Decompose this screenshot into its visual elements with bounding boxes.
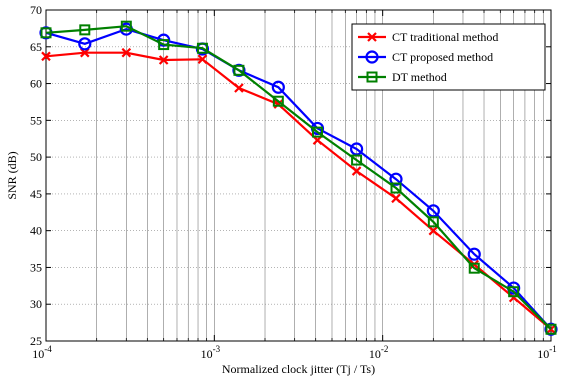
data-point xyxy=(158,55,169,65)
y-tick-label: 35 xyxy=(30,260,42,274)
y-tick-label: 55 xyxy=(30,113,42,127)
x-axis-label: Normalized clock jitter (Tj / Ts) xyxy=(222,362,375,376)
y-tick-label: 40 xyxy=(30,224,42,238)
data-point xyxy=(427,216,439,228)
data-point xyxy=(120,20,132,32)
series-layer xyxy=(39,20,558,336)
data-point xyxy=(311,126,323,138)
marker-stroke xyxy=(351,166,362,176)
y-tick-label: 65 xyxy=(30,40,42,54)
data-point xyxy=(351,154,363,166)
y-tick-label: 30 xyxy=(30,297,42,311)
y-axis-label: SNR (dB) xyxy=(5,151,19,199)
data-point xyxy=(426,204,440,218)
legend-label: CT proposed method xyxy=(392,50,493,64)
data-point xyxy=(349,142,364,156)
marker-stroke xyxy=(546,324,556,335)
legend-item: CT proposed method xyxy=(358,50,493,64)
y-tick-label: 60 xyxy=(30,77,42,91)
marker-stroke xyxy=(367,32,377,42)
data-point xyxy=(391,193,401,204)
data-point xyxy=(389,172,403,186)
legend-item: DT method xyxy=(358,70,447,84)
data-point xyxy=(233,64,245,76)
data-point xyxy=(79,24,91,36)
x-tick-label: 10-3 xyxy=(201,344,221,361)
marker-stroke xyxy=(158,55,169,65)
tick-layer: 25 30 35 40 45 50 55 60 65 70 10-4 10-3 10-2 10-1 xyxy=(30,3,557,361)
marker-stroke xyxy=(80,47,90,58)
x-tick-label: 10-1 xyxy=(537,344,557,361)
y-tick-label: 70 xyxy=(30,3,42,17)
x-tick-label: 10-2 xyxy=(369,344,389,361)
marker-stroke xyxy=(428,225,439,236)
data-point xyxy=(158,39,170,51)
legend-box xyxy=(351,23,546,91)
data-point xyxy=(234,83,244,93)
marker-stroke xyxy=(121,47,132,58)
y-tick-label: 45 xyxy=(30,187,42,201)
legend: CT traditional method CT proposed method D… xyxy=(351,23,546,91)
data-point xyxy=(80,47,90,58)
data-point xyxy=(78,37,92,51)
data-point xyxy=(508,286,520,298)
data-point xyxy=(271,80,285,94)
legend-marker xyxy=(366,71,378,83)
marker-stroke xyxy=(41,51,51,62)
marker-stroke xyxy=(234,83,244,93)
legend-label: CT traditional method xyxy=(392,30,498,44)
data-point xyxy=(351,166,362,176)
data-point xyxy=(545,323,557,335)
legend-marker xyxy=(365,50,379,64)
series-2 xyxy=(40,20,557,335)
marker-stroke xyxy=(391,193,401,204)
data-point xyxy=(468,262,480,274)
marker-stroke xyxy=(197,54,208,65)
data-point xyxy=(390,182,402,194)
x-tick-label: 10-4 xyxy=(32,344,52,361)
y-tick-label: 50 xyxy=(30,150,42,164)
data-point xyxy=(273,99,284,109)
y-tick-label: 25 xyxy=(30,334,42,348)
data-point xyxy=(428,225,439,236)
legend-item: CT traditional method xyxy=(358,30,498,44)
legend-marker xyxy=(367,32,377,42)
data-point xyxy=(467,247,481,261)
legend-label: DT method xyxy=(392,70,447,84)
data-point xyxy=(196,42,208,54)
data-point xyxy=(121,47,132,58)
data-point xyxy=(272,95,284,107)
data-point xyxy=(41,51,51,62)
marker-stroke xyxy=(273,99,284,109)
data-point xyxy=(40,27,52,39)
series-line xyxy=(45,25,552,330)
plot-frame xyxy=(45,9,552,342)
data-point xyxy=(197,54,208,65)
